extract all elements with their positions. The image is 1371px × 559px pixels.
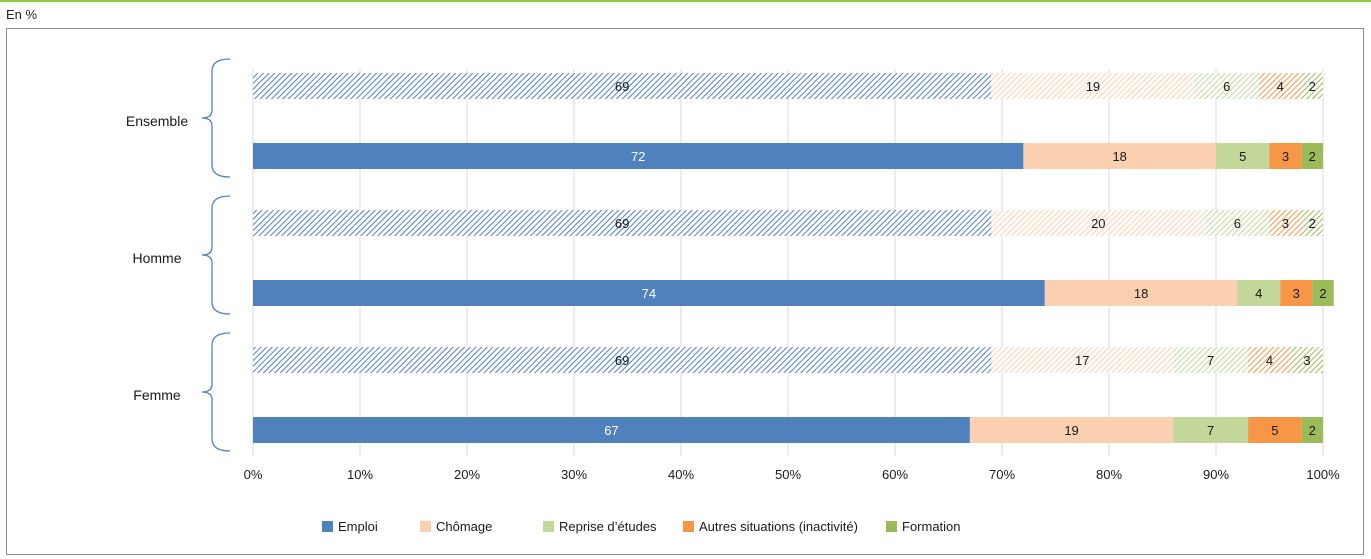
data-label: 17 — [1075, 353, 1089, 368]
bar-segment-autres-situations-inactivite — [1258, 73, 1302, 99]
x-tick-label: 50% — [775, 467, 801, 482]
bar-segment-formation — [1290, 347, 1323, 373]
bar-segment-autres-situations-inactivite — [1280, 280, 1313, 306]
bar-segment-emploi — [253, 143, 1024, 169]
group-homme: 69 20 6 3 2 74 18 4 3 2 Homme — [132, 195, 1334, 315]
x-tick-label: 20% — [454, 467, 480, 482]
bar-segment-reprise-d-etudes — [1216, 143, 1270, 169]
x-axis: 0% 10% 20% 30% 40% 50% 60% 70% 80% 90% 100% — [244, 467, 1340, 482]
bar-segment-emploi — [253, 347, 992, 373]
bar-segment-formation — [1301, 73, 1323, 99]
top-rule — [0, 0, 1371, 2]
legend-swatch-emploi — [322, 521, 333, 532]
data-label: 18 — [1134, 286, 1148, 301]
data-label: 69 — [615, 216, 629, 231]
bar-segment-formation — [1301, 210, 1323, 236]
bar-segment-formation — [1301, 143, 1323, 169]
x-tick-label: 10% — [347, 467, 373, 482]
bar-segment-autres-situations-inactivite — [1269, 210, 1302, 236]
data-label: 2 — [1309, 149, 1316, 164]
data-label: 3 — [1282, 216, 1289, 231]
bar-segment-reprise-d-etudes — [1237, 280, 1281, 306]
data-label: 67 — [604, 423, 618, 438]
unit-label: En % — [6, 7, 38, 22]
data-label: 20 — [1091, 216, 1105, 231]
legend-label-emploi: Emploi — [338, 519, 378, 534]
bar-segment-emploi — [253, 417, 970, 443]
bar-segment-chomage — [1044, 280, 1238, 306]
data-label: 18 — [1112, 149, 1126, 164]
category-label: Homme — [132, 250, 181, 266]
group-brace — [201, 332, 231, 452]
bar-segment-formation — [1301, 417, 1323, 443]
bar-segment-emploi — [253, 280, 1045, 306]
bar-segment-formation — [1312, 280, 1334, 306]
data-label: 69 — [615, 353, 629, 368]
bar-segment-chomage — [991, 73, 1195, 99]
bar-segment-reprise-d-etudes — [1173, 347, 1249, 373]
data-label: 3 — [1293, 286, 1300, 301]
bar-segment-chomage — [1023, 143, 1216, 169]
legend-swatch-chomage — [420, 521, 431, 532]
data-label: 2 — [1319, 286, 1326, 301]
x-tick-label: 0% — [244, 467, 263, 482]
category-label: Ensemble — [126, 113, 188, 129]
group-brace — [201, 58, 231, 178]
legend-label-formation: Formation — [902, 519, 961, 534]
legend-swatch-autres-situations-inactivite — [683, 521, 694, 532]
x-tick-label: 100% — [1306, 467, 1340, 482]
bar-segment-reprise-d-etudes — [1173, 417, 1249, 443]
gridlines — [252, 69, 1324, 456]
bar-segment-chomage — [991, 347, 1174, 373]
legend-swatch-reprise-d-etudes — [543, 521, 554, 532]
legend-label-reprise-d-etudes: Reprise d’études — [559, 519, 657, 534]
data-label: 2 — [1309, 216, 1316, 231]
data-label: 72 — [631, 149, 645, 164]
data-label: 3 — [1282, 149, 1289, 164]
legend: Emploi Chômage Reprise d’études Autres situ… — [322, 519, 961, 534]
chart-frame: 69 19 6 4 2 72 18 5 3 2 Ensemble 69 20 6 3 2 74 18 4 3 2 Homm… — [6, 28, 1364, 555]
bar-segment-autres-situations-inactivite — [1248, 417, 1302, 443]
group-brace — [201, 195, 231, 315]
bar-segment-chomage — [969, 417, 1174, 443]
legend-label-chomage: Chômage — [436, 519, 492, 534]
data-label: 69 — [615, 79, 629, 94]
group-femme: 69 17 7 4 3 67 19 7 5 2 Femme — [133, 332, 1323, 452]
group-ensemble: 69 19 6 4 2 72 18 5 3 2 Ensemble — [126, 58, 1323, 178]
data-label: 19 — [1086, 79, 1100, 94]
x-tick-label: 40% — [668, 467, 694, 482]
data-label: 4 — [1277, 79, 1284, 94]
x-tick-label: 80% — [1096, 467, 1122, 482]
x-tick-label: 70% — [989, 467, 1015, 482]
data-label: 74 — [642, 286, 656, 301]
data-label: 6 — [1234, 216, 1241, 231]
x-tick-label: 30% — [561, 467, 587, 482]
data-label: 5 — [1271, 423, 1278, 438]
data-label: 19 — [1064, 423, 1078, 438]
category-label: Femme — [133, 387, 181, 403]
data-label: 6 — [1223, 79, 1230, 94]
legend-swatch-formation — [886, 521, 897, 532]
legend-label-autres-situations-inactivite: Autres situations (inactivité) — [699, 519, 858, 534]
bar-segment-reprise-d-etudes — [1194, 73, 1259, 99]
x-tick-label: 90% — [1203, 467, 1229, 482]
bar-segment-reprise-d-etudes — [1205, 210, 1270, 236]
data-label: 3 — [1303, 353, 1310, 368]
x-tick-label: 60% — [882, 467, 908, 482]
bar-segment-autres-situations-inactivite — [1248, 347, 1291, 373]
data-label: 2 — [1309, 423, 1316, 438]
data-label: 5 — [1239, 149, 1246, 164]
data-label: 2 — [1309, 79, 1316, 94]
data-label: 7 — [1207, 353, 1214, 368]
data-label: 4 — [1266, 353, 1273, 368]
data-label: 7 — [1207, 423, 1214, 438]
data-label: 4 — [1255, 286, 1262, 301]
bar-segment-emploi — [253, 210, 992, 236]
bar-segment-emploi — [253, 73, 992, 99]
bar-segment-autres-situations-inactivite — [1269, 143, 1302, 169]
bar-segment-chomage — [991, 210, 1206, 236]
